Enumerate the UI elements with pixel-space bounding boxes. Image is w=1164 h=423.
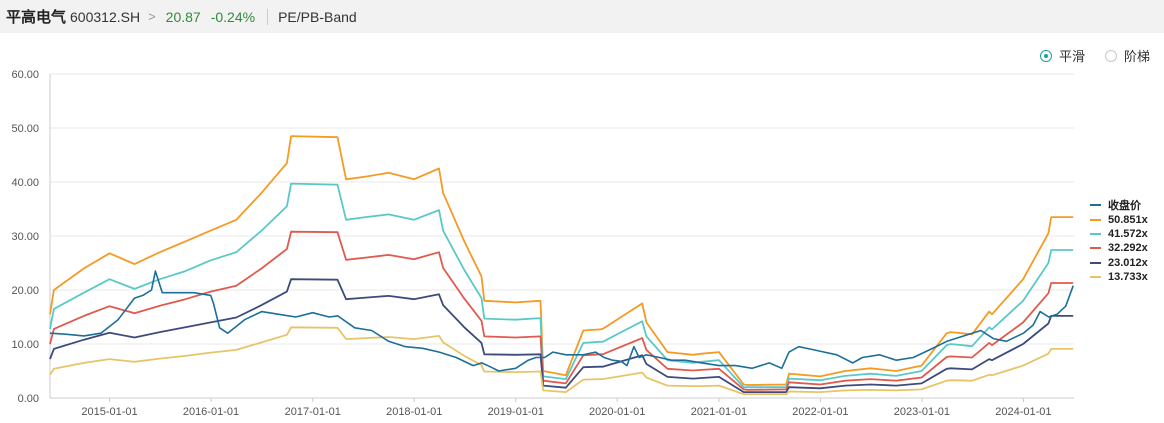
legend-swatch	[1090, 261, 1101, 264]
legend-swatch	[1090, 204, 1101, 207]
x-tick-label: 2019-01-01	[488, 406, 544, 418]
x-tick-label: 2023-01-01	[894, 406, 950, 418]
legend-label: 13.733x	[1108, 271, 1148, 284]
chart-series	[49, 135, 1074, 396]
legend-label: 32.292x	[1108, 242, 1148, 255]
legend-label: 23.012x	[1108, 256, 1148, 269]
legend-item[interactable]: 收盘价	[1090, 198, 1148, 212]
legend-label: 41.572x	[1108, 227, 1148, 240]
legend-swatch	[1090, 247, 1101, 250]
legend-item[interactable]: 50.851x	[1090, 212, 1148, 226]
legend-item[interactable]: 13.733x	[1090, 270, 1148, 284]
series-line-close-price	[49, 270, 1074, 372]
band-type-label: PE/PB-Band	[278, 8, 357, 25]
chart-grid	[50, 73, 1074, 399]
x-tick-label: 2024-01-01	[995, 406, 1051, 418]
series-line-band-50851x	[49, 135, 1074, 386]
stock-change: -0.24%	[210, 8, 256, 25]
legend-item[interactable]: 41.572x	[1090, 227, 1148, 241]
legend-swatch	[1090, 276, 1101, 279]
series-line-band-41572x	[49, 182, 1074, 389]
y-tick-label: 30.00	[11, 231, 39, 243]
x-tick-label: 2018-01-01	[386, 406, 442, 418]
legend-label: 50.851x	[1108, 213, 1148, 226]
series-line-band-23012x	[49, 278, 1074, 394]
stock-header: 平高电气 600312.SH > 20.87 -0.24% PE/PB-Band	[0, 0, 1164, 33]
legend-item[interactable]: 32.292x	[1090, 241, 1148, 255]
x-tick-label: 2021-01-01	[691, 406, 747, 418]
mode-option-smooth[interactable]: 平滑	[1039, 46, 1085, 65]
stock-price: 20.87	[165, 8, 201, 25]
x-tick-label: 2017-01-01	[285, 406, 341, 418]
x-axis: 2015-01-01 2016-01-01 2017-01-01 2018-01-01…	[81, 398, 1052, 418]
y-tick-label: 10.00	[11, 339, 39, 351]
x-tick-label: 2020-01-01	[589, 406, 645, 418]
header-divider	[267, 8, 269, 25]
legend-swatch	[1090, 218, 1101, 221]
y-tick-label: 50.00	[11, 123, 39, 135]
radio-unselected-icon[interactable]	[1104, 49, 1117, 62]
legend-swatch	[1090, 232, 1101, 235]
mode-option-label: 阶梯	[1123, 49, 1150, 64]
y-tick-label: 40.00	[11, 177, 39, 189]
mode-option-step[interactable]: 阶梯	[1104, 46, 1150, 65]
legend-item[interactable]: 23.012x	[1090, 256, 1148, 270]
chevron-right-icon[interactable]: >	[148, 9, 156, 24]
y-tick-label: 20.00	[11, 285, 39, 297]
stock-name: 平高电气	[6, 9, 67, 26]
y-tick-label: 0.00	[18, 393, 39, 405]
stock-code: 600312.SH	[70, 8, 141, 25]
legend-label: 收盘价	[1108, 200, 1141, 213]
series-line-band-13733x	[49, 326, 1074, 396]
x-tick-label: 2015-01-01	[81, 406, 137, 418]
y-tick-label: 60.00	[11, 69, 39, 81]
x-tick-label: 2016-01-01	[183, 406, 239, 418]
y-axis: 0.00 10.00 20.00 30.00 40.00 50.00 60.00	[11, 69, 51, 405]
x-tick-label: 2022-01-01	[792, 406, 848, 418]
mode-toggle: 平滑 阶梯	[1020, 46, 1150, 65]
mode-option-label: 平滑	[1058, 49, 1085, 64]
radio-selected-icon[interactable]	[1039, 49, 1052, 62]
chart-legend: 收盘价 50.851x 41.572x 32.292x 23.012x 13.733x	[1090, 198, 1148, 284]
